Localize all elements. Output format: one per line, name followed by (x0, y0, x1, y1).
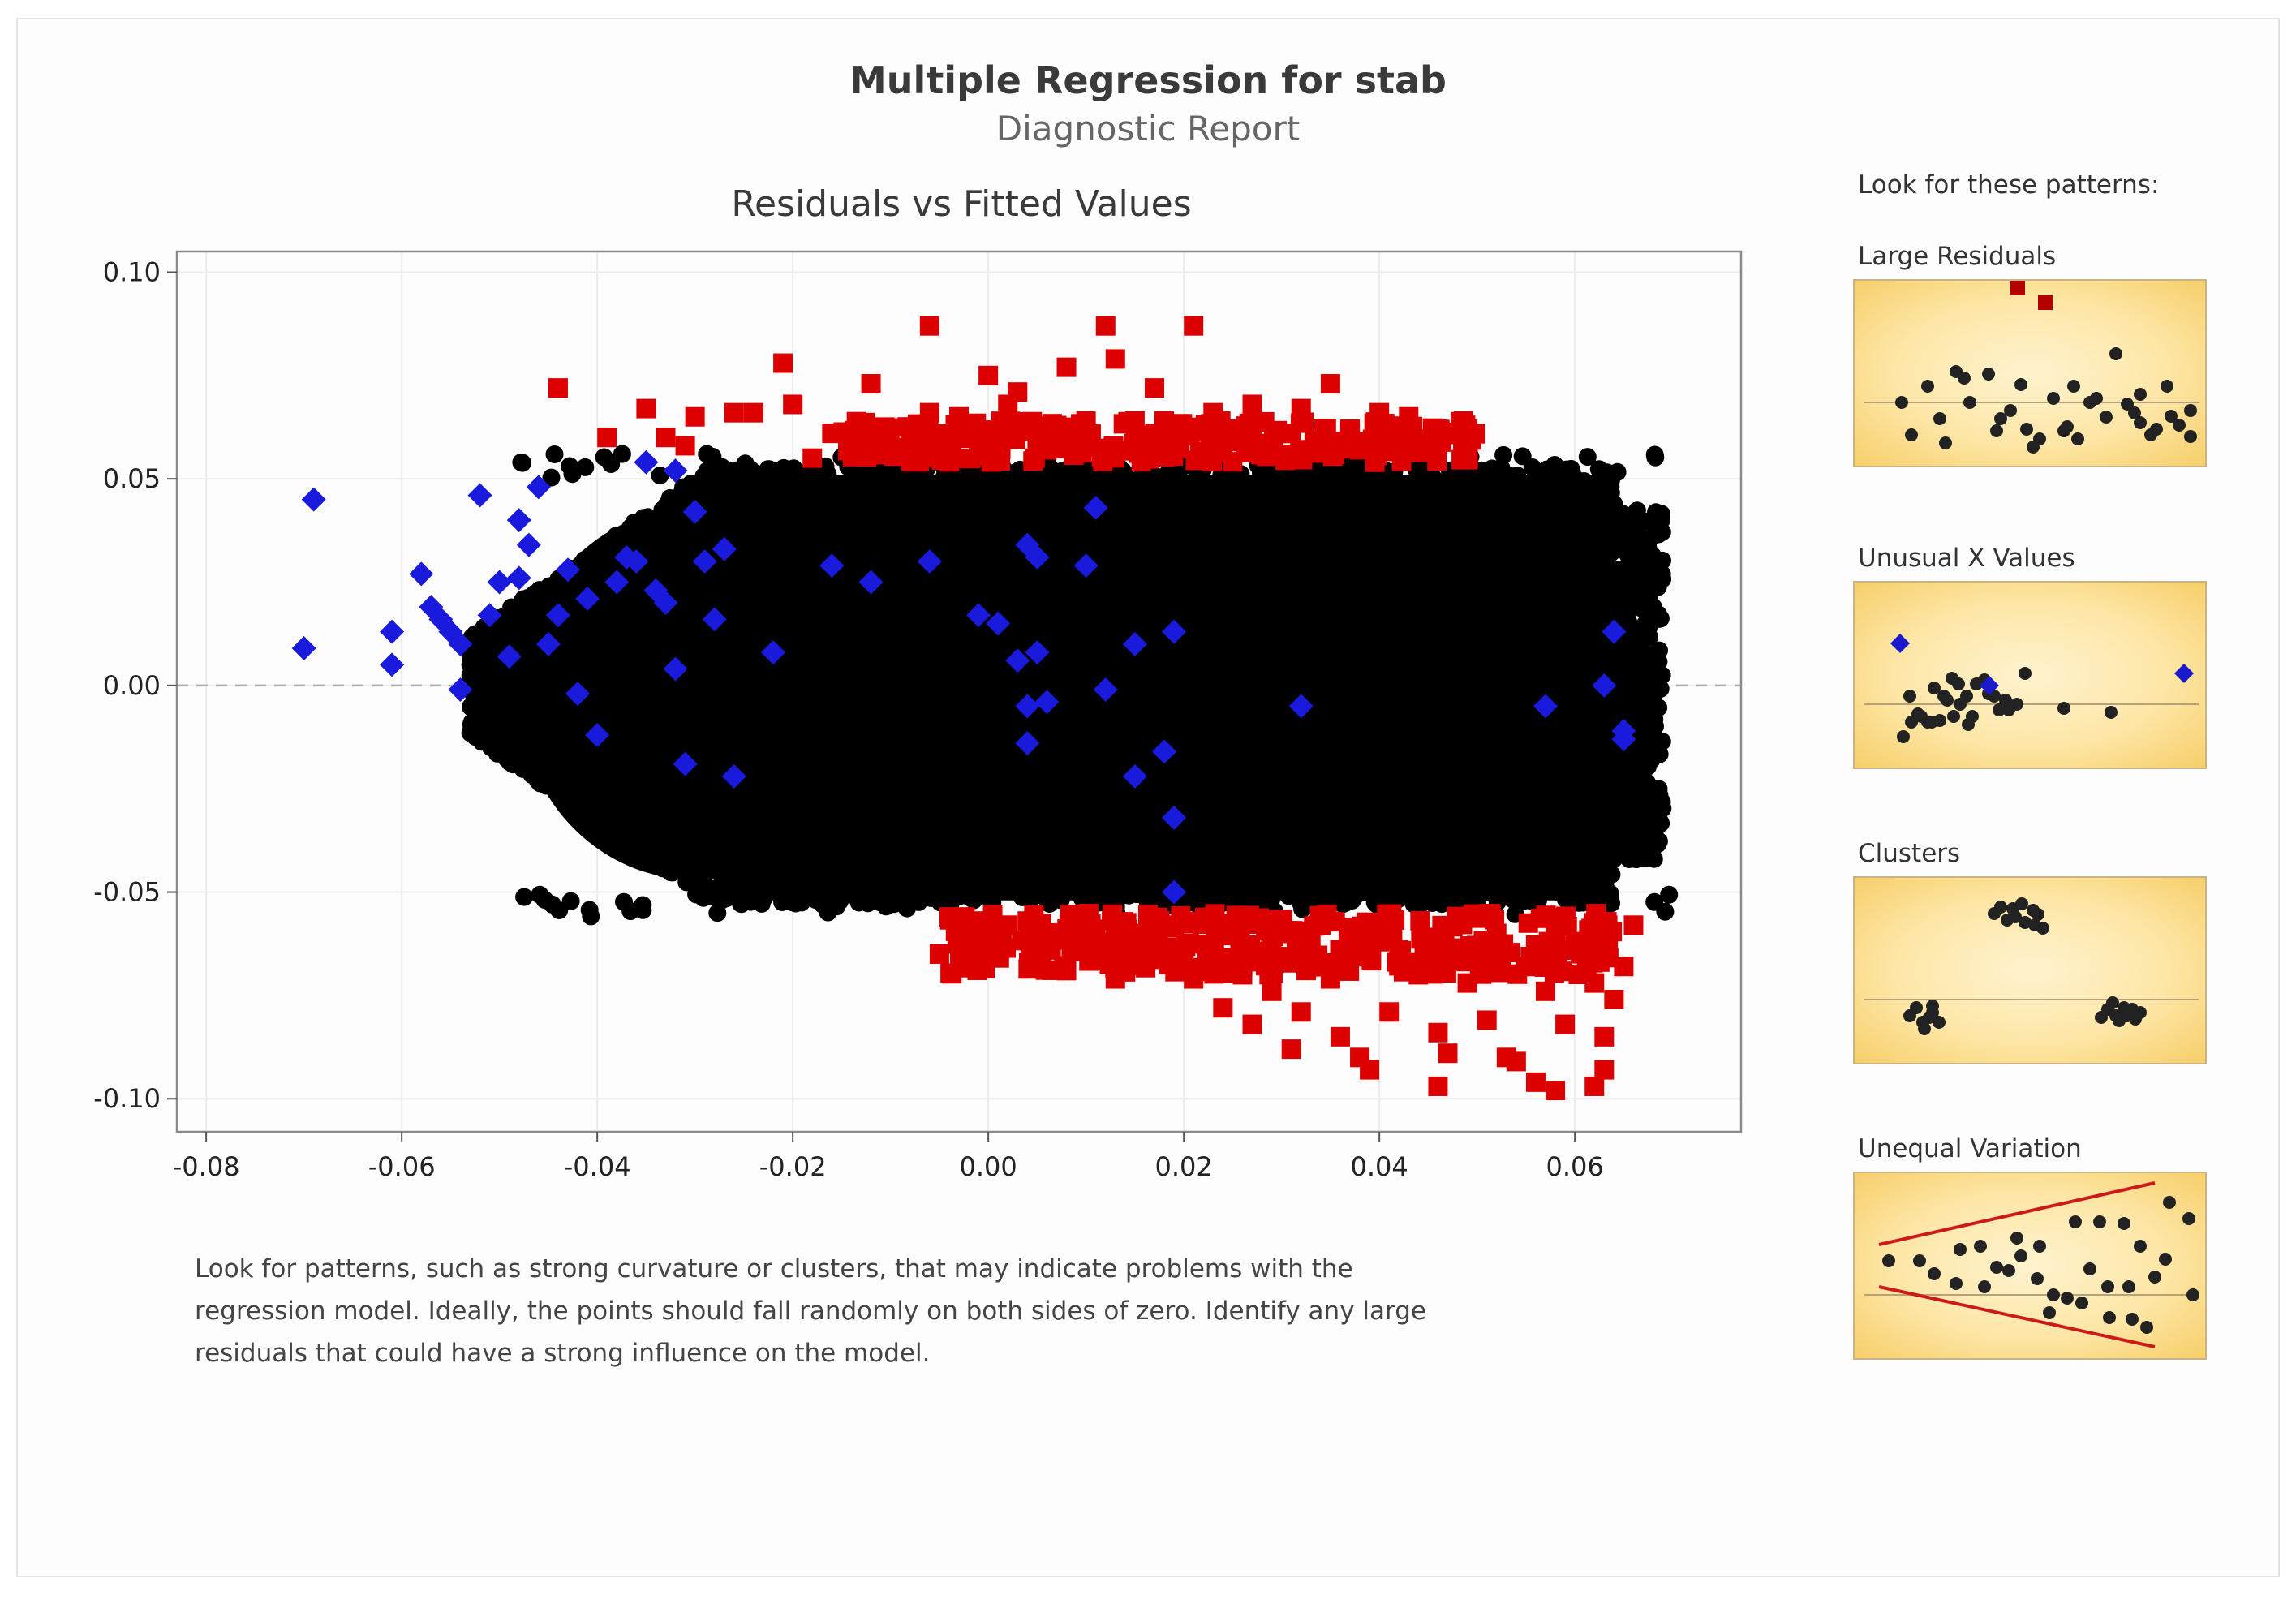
report-subtitle: Diagnostic Report (995, 109, 1301, 148)
report-title: Multiple Regression for stab (849, 58, 1447, 102)
normal-residual-points (461, 445, 1679, 926)
residual-point (773, 893, 792, 911)
residual-point (826, 642, 845, 660)
residual-point (1589, 460, 1608, 479)
residual-point (1296, 605, 1315, 624)
chart-title: Residuals vs Fitted Values (731, 183, 1192, 225)
residual-point (1407, 478, 1425, 497)
